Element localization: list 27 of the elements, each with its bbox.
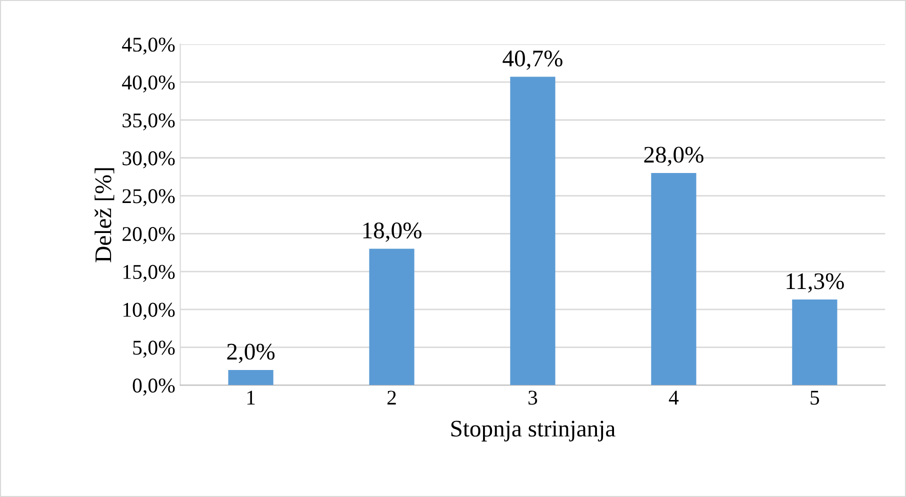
bar (510, 76, 556, 386)
bar (792, 300, 838, 386)
x-tick-label: 3 (528, 390, 538, 405)
y-tick-label: 5,0% (133, 340, 175, 358)
y-tick-label: 45,0% (122, 38, 175, 55)
y-tick-label: 20,0% (122, 227, 175, 244)
x-axis-title: Stopnja strinjanja (451, 420, 616, 442)
data-label: 2,0% (227, 344, 275, 364)
y-tick-label: 30,0% (122, 151, 175, 168)
bar (369, 248, 414, 386)
x-tick-label: 2 (387, 390, 396, 404)
x-tick-label: 1 (247, 390, 255, 404)
data-label: 28,0% (644, 146, 704, 166)
y-tick-label: 40,0% (122, 75, 175, 93)
y-tick-label: 10,0% (123, 302, 175, 320)
y-tick-label: 35,0% (122, 113, 175, 130)
bar (651, 173, 696, 386)
data-label: 18,0% (363, 222, 422, 242)
y-tick-label: 15,0% (123, 264, 175, 282)
y-tick-label: 0,0% (132, 378, 175, 396)
data-label: 11,3% (786, 273, 844, 293)
x-tick-label: 4 (668, 390, 679, 404)
x-tick-label: 5 (810, 390, 820, 405)
data-label: 40,7% (502, 50, 562, 70)
y-axis-title: Delež [%] (94, 168, 114, 262)
bar (228, 370, 274, 386)
y-tick-label: 25,0% (122, 189, 175, 206)
